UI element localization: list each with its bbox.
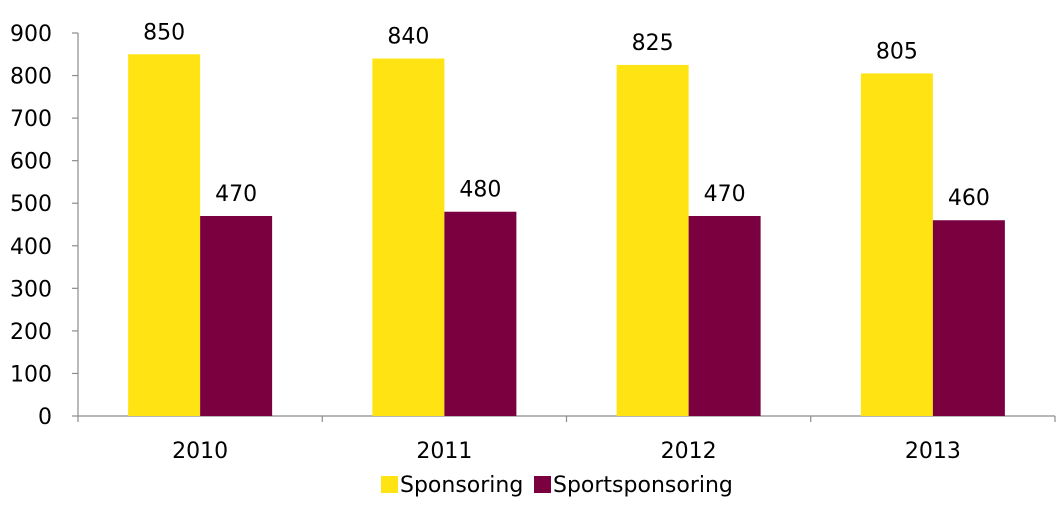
y-tick-label: 600: [10, 150, 52, 175]
data-label: 805: [876, 39, 918, 64]
bar-sponsoring-2012: [616, 64, 689, 417]
bar-sportsponsoring-2010: [200, 215, 273, 416]
y-axis: 0 100 200 300 400 500 600 700 800 900: [10, 22, 79, 430]
bar-sponsoring-2013: [860, 73, 933, 416]
bar-sportsponsoring-2011: [444, 211, 517, 416]
data-label: 850: [143, 20, 185, 45]
y-tick-label: 100: [10, 362, 52, 387]
legend-swatch: [534, 476, 551, 493]
legend-item-sportsponsoring: Sportsponsoring: [534, 473, 733, 498]
bar-sportsponsoring-2012: [688, 215, 761, 416]
legend: Sponsoring Sportsponsoring: [381, 473, 733, 498]
data-label: 470: [215, 182, 257, 207]
data-label: 840: [387, 25, 429, 50]
data-label: 480: [459, 178, 501, 203]
bar-sponsoring-2011: [372, 58, 445, 417]
data-label: 825: [632, 31, 674, 56]
y-tick-label: 300: [10, 277, 52, 302]
x-axis: 2010 2011 2012 2013: [77, 415, 1056, 464]
y-tick-label: 200: [10, 320, 52, 345]
y-tick-label: 400: [10, 235, 52, 260]
y-tick-label: 800: [10, 65, 52, 90]
bars: [128, 54, 1005, 417]
x-tick-label: 2011: [416, 439, 472, 464]
legend-item-sponsoring: Sponsoring: [381, 473, 523, 498]
bar-sponsoring-2010: [128, 54, 201, 417]
data-labels: 850 470 840 480 825 470 805 460: [143, 20, 990, 211]
data-label: 470: [704, 182, 746, 207]
y-tick-label: 700: [10, 107, 52, 132]
legend-label: Sponsoring: [400, 473, 523, 498]
legend-swatch: [381, 476, 398, 493]
y-tick-label: 900: [10, 22, 52, 47]
data-label: 460: [948, 186, 990, 211]
x-tick-label: 2010: [172, 439, 228, 464]
bar-sportsponsoring-2013: [932, 220, 1005, 416]
y-tick-label: 500: [10, 192, 52, 217]
y-tick-label: 0: [38, 405, 52, 430]
x-tick-label: 2013: [905, 439, 961, 464]
legend-label: Sportsponsoring: [553, 473, 733, 498]
x-tick-label: 2012: [661, 439, 717, 464]
